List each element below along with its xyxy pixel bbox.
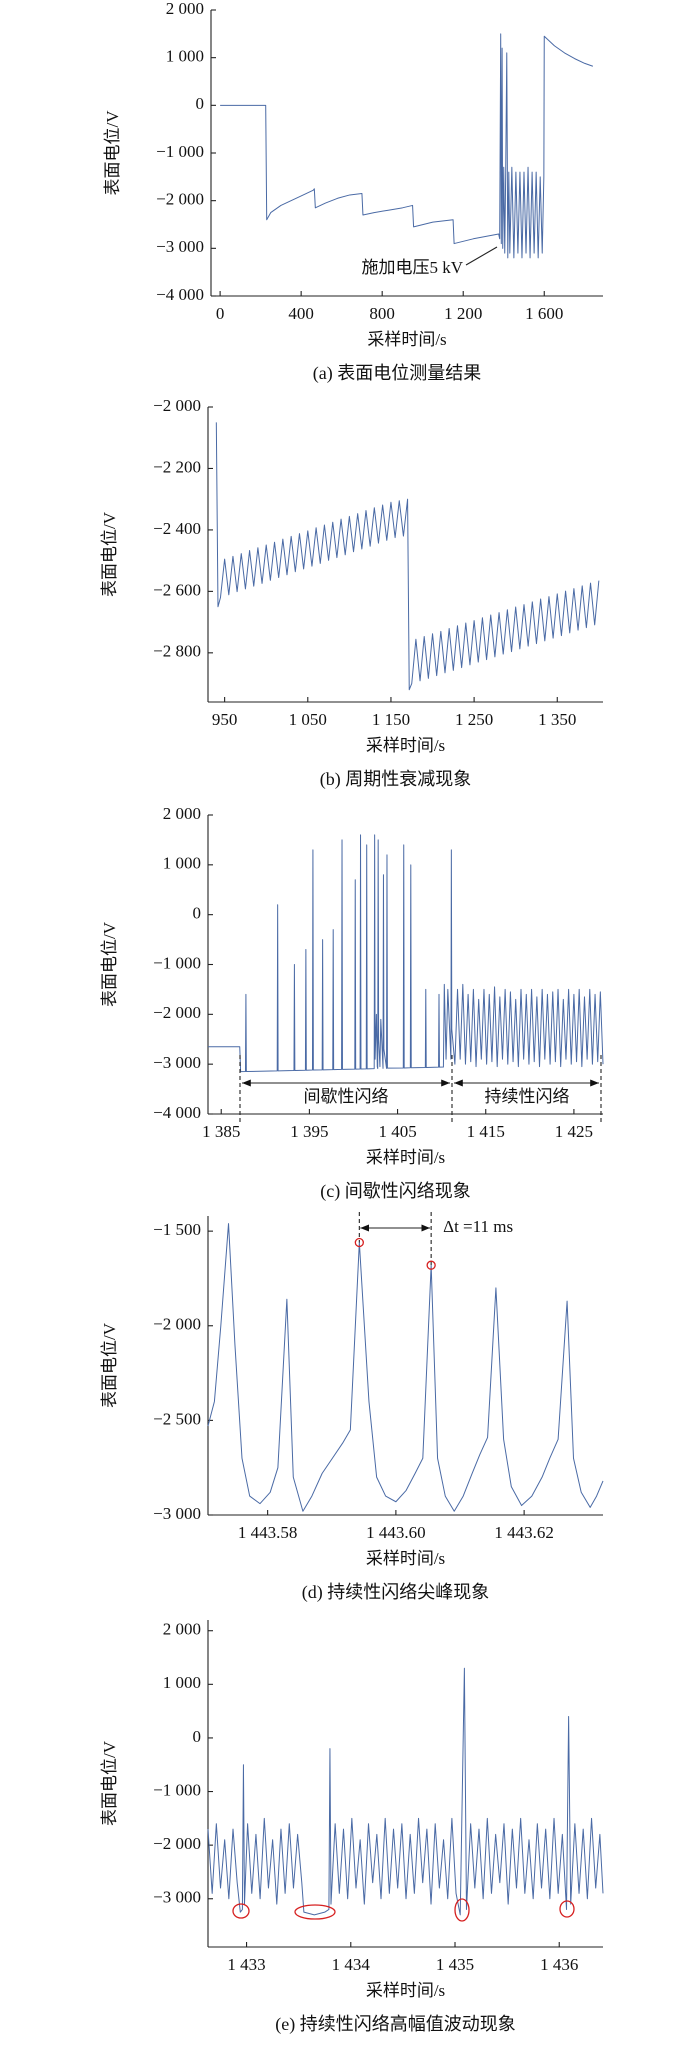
- x-axis-label: 采样时间/s: [366, 736, 445, 755]
- annotation: 施加电压5 kV: [361, 258, 463, 277]
- x-tick-label: 1 395: [290, 1122, 328, 1141]
- dip-highlight: [294, 1904, 336, 1920]
- caption: (e) 持续性闪络高幅值波动现象: [275, 2014, 515, 2035]
- x-tick-label: 1 405: [378, 1122, 416, 1141]
- x-tick-label: 1 425: [555, 1122, 593, 1141]
- annotation: 间歇性闪络: [304, 1087, 389, 1106]
- y-tick-label: 1 000: [166, 47, 204, 66]
- annotation: Δt =11 ms: [443, 1217, 513, 1236]
- x-tick-label: 800: [369, 304, 395, 323]
- caption: (d) 持续性闪络尖峰现象: [302, 1582, 490, 1603]
- y-tick-label: 1 000: [163, 854, 201, 873]
- annotation-leader: [465, 246, 498, 266]
- y-tick-label: 2 000: [166, 0, 204, 18]
- x-tick-label: 1 600: [525, 304, 563, 323]
- x-axis-label: 采样时间/s: [366, 1549, 445, 1568]
- x-tick-label: 950: [212, 710, 238, 729]
- x-tick-label: 1 350: [538, 710, 576, 729]
- x-tick-label: 1 385: [202, 1122, 240, 1141]
- y-axis-label: 表面电位/V: [100, 921, 119, 1007]
- y-tick-label: −1 000: [156, 142, 204, 161]
- x-tick-label: 1 433: [227, 1955, 265, 1974]
- y-tick-label: −2 000: [153, 1315, 201, 1334]
- y-tick-label: 2 000: [163, 804, 201, 823]
- y-tick-label: −2 200: [153, 457, 201, 476]
- y-tick-label: 1 000: [163, 1673, 201, 1692]
- y-tick-label: 0: [196, 94, 205, 113]
- caption: (c) 间歇性闪络现象: [320, 1181, 470, 1202]
- x-tick-label: 1 434: [332, 1955, 371, 1974]
- y-tick-label: −4 000: [156, 285, 204, 304]
- y-tick-label: −2 000: [153, 1834, 201, 1853]
- y-tick-label: 2 000: [163, 1620, 201, 1639]
- label-bg: [296, 1086, 396, 1108]
- y-tick-label: −2 500: [153, 1409, 201, 1428]
- label-bg: [477, 1086, 577, 1108]
- y-tick-label: 0: [193, 1727, 202, 1746]
- dip-highlight: [454, 1898, 470, 1922]
- x-tick-label: 1 436: [540, 1955, 578, 1974]
- y-tick-label: −2 400: [153, 519, 201, 538]
- x-tick-label: 400: [288, 304, 314, 323]
- x-tick-label: 1 443.60: [366, 1523, 426, 1542]
- x-tick-label: 1 250: [455, 710, 493, 729]
- y-axis-label: 表面电位/V: [103, 110, 122, 196]
- caption: (b) 周期性衰减现象: [320, 769, 472, 790]
- y-tick-label: −3 000: [153, 1888, 201, 1907]
- y-tick-label: −1 000: [153, 1780, 201, 1799]
- y-tick-label: −3 000: [156, 237, 204, 256]
- y-axis-label: 表面电位/V: [100, 1322, 119, 1408]
- signal-line: [208, 834, 604, 1073]
- y-tick-label: −2 800: [153, 642, 201, 661]
- y-tick-label: −2 000: [156, 190, 204, 209]
- y-axis-label: 表面电位/V: [100, 1740, 119, 1826]
- x-axis-label: 采样时间/s: [366, 1148, 445, 1167]
- y-tick-label: −3 000: [153, 1504, 201, 1523]
- y-tick-label: −2 000: [153, 396, 201, 415]
- peak-highlight: [354, 1237, 364, 1248]
- x-axis-label: 采样时间/s: [366, 1981, 445, 2000]
- y-tick-label: −2 000: [153, 1003, 201, 1022]
- x-tick-label: 1 150: [372, 710, 410, 729]
- y-tick-label: −3 000: [153, 1053, 201, 1072]
- x-tick-label: 1 415: [467, 1122, 505, 1141]
- x-tick-label: 1 443.62: [494, 1523, 554, 1542]
- y-tick-label: −1 000: [153, 953, 201, 972]
- dip-highlight: [232, 1903, 250, 1919]
- x-tick-label: 1 435: [436, 1955, 474, 1974]
- dip-highlight: [559, 1900, 575, 1918]
- x-axis-label: 采样时间/s: [367, 330, 446, 349]
- x-tick-label: 1 443.58: [238, 1523, 298, 1542]
- y-tick-label: 0: [193, 904, 202, 923]
- peak-highlight: [426, 1260, 436, 1270]
- y-tick-label: −2 600: [153, 580, 201, 599]
- signal-line: [207, 1223, 604, 1512]
- y-axis-label: 表面电位/V: [100, 511, 119, 597]
- y-tick-label: −1 500: [153, 1220, 201, 1239]
- x-tick-label: 1 050: [289, 710, 327, 729]
- x-tick-label: 1 200: [444, 304, 482, 323]
- signal-line: [220, 33, 594, 259]
- y-tick-label: −4 000: [153, 1103, 201, 1122]
- annotation: 持续性闪络: [485, 1087, 570, 1106]
- signal-line: [215, 422, 600, 691]
- caption: (a) 表面电位测量结果: [313, 363, 481, 384]
- signal-line: [207, 1667, 604, 1916]
- x-tick-label: 0: [216, 304, 225, 323]
